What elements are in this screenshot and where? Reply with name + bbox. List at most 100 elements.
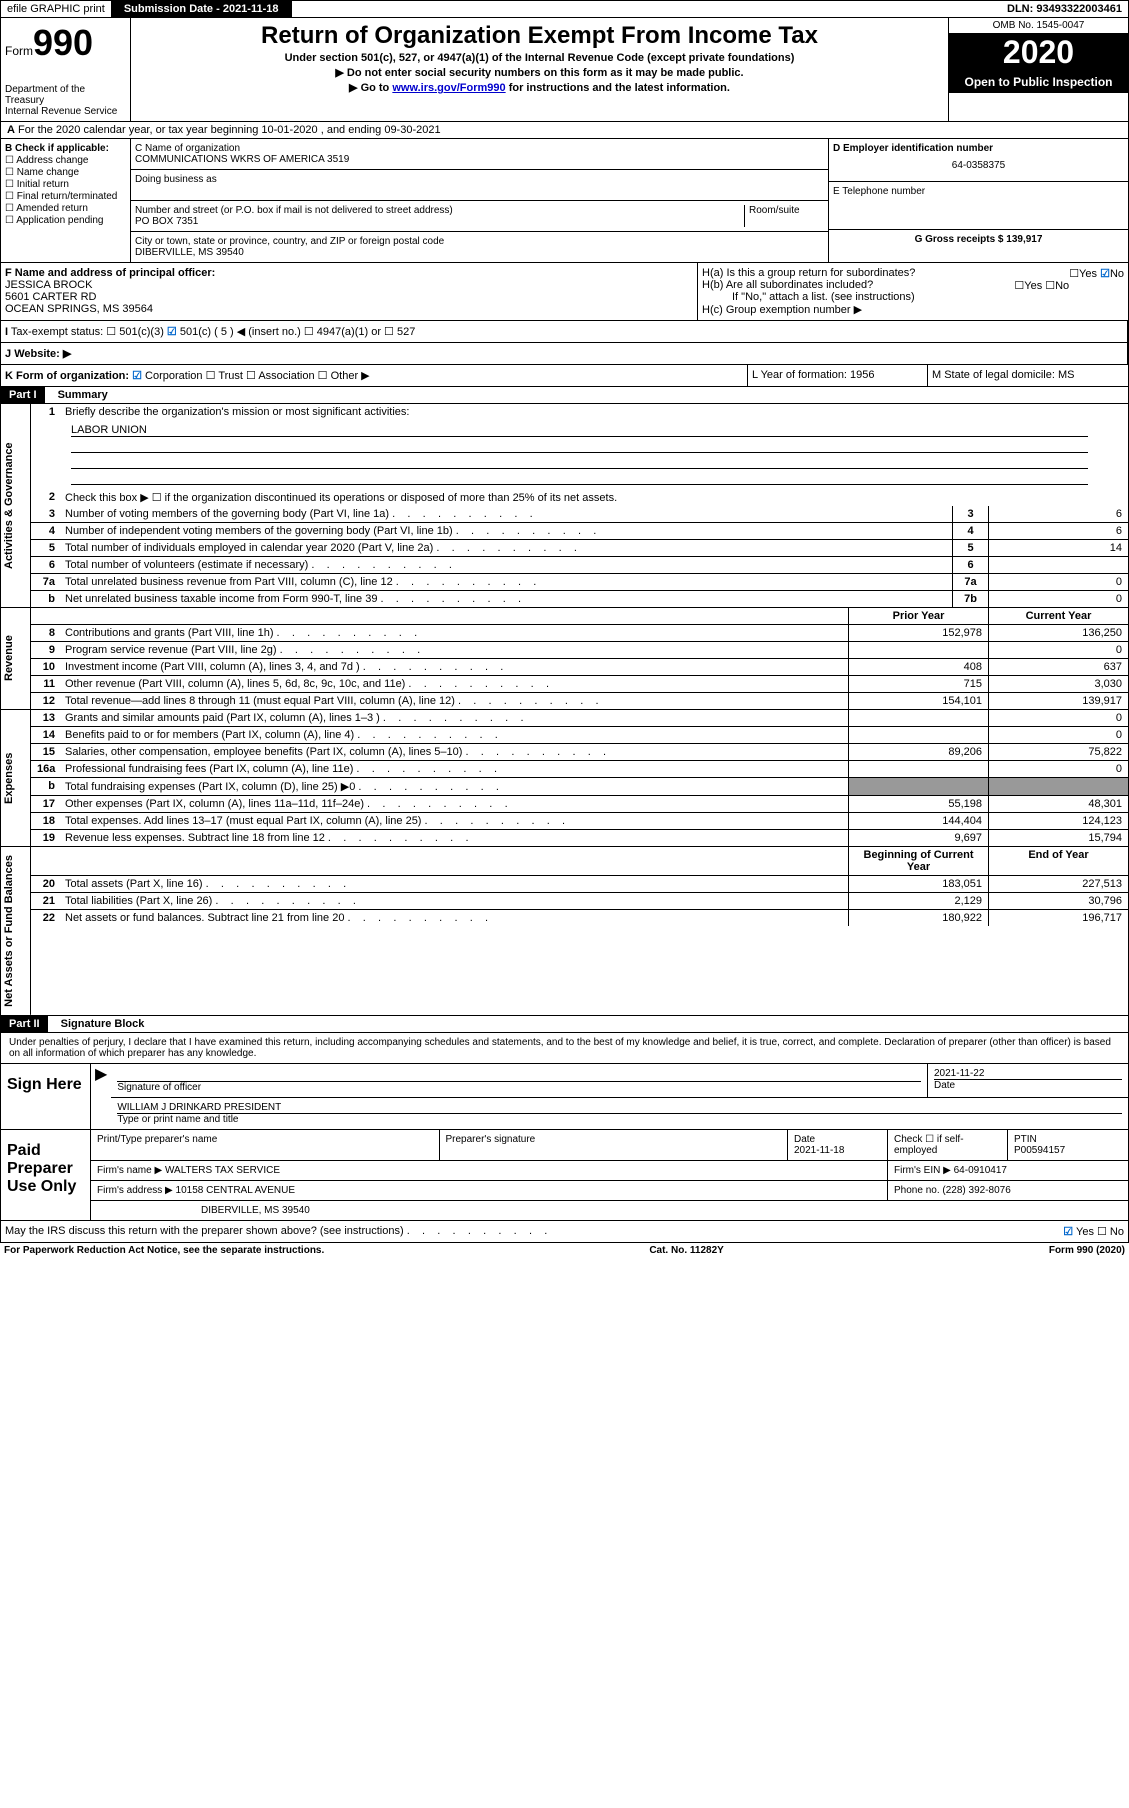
summary-line: 13Grants and similar amounts paid (Part …	[31, 710, 1128, 727]
summary-line: 14Benefits paid to or for members (Part …	[31, 727, 1128, 744]
initial-return-checkbox[interactable]: ☐ Initial return	[5, 179, 126, 190]
discuss-row: May the IRS discuss this return with the…	[0, 1221, 1129, 1243]
tax-status-label: Tax-exempt status:	[11, 326, 103, 338]
summary-line: 3Number of voting members of the governi…	[31, 506, 1128, 523]
year-formation: L Year of formation: 1956	[748, 365, 928, 386]
amended-return-checkbox[interactable]: ☐ Amended return	[5, 203, 126, 214]
sig-officer-label: Signature of officer	[117, 1082, 921, 1093]
application-pending-checkbox[interactable]: ☐ Application pending	[5, 215, 126, 226]
hb-question: H(b) Are all subordinates included? ☐Yes…	[702, 279, 1124, 291]
pra-notice: For Paperwork Reduction Act Notice, see …	[4, 1245, 324, 1256]
summary-line: 7aTotal unrelated business revenue from …	[31, 574, 1128, 591]
end-year-header: End of Year	[988, 847, 1128, 875]
mission-label: Briefly describe the organization's miss…	[61, 404, 1128, 420]
hc-question: H(c) Group exemption number ▶	[702, 303, 1124, 316]
state-domicile: M State of legal domicile: MS	[928, 365, 1128, 386]
dept-label: Department of the Treasury Internal Reve…	[5, 84, 126, 117]
phone-label: E Telephone number	[833, 186, 1124, 197]
org-name-label: C Name of organization	[135, 143, 824, 154]
open-inspection: Open to Public Inspection	[949, 71, 1128, 93]
summary-line: 9Program service revenue (Part VIII, lin…	[31, 642, 1128, 659]
penalties-text: Under penalties of perjury, I declare th…	[0, 1033, 1129, 1064]
summary-line: 18Total expenses. Add lines 13–17 (must …	[31, 813, 1128, 830]
room-suite-label: Room/suite	[744, 205, 824, 227]
officer-print-name: WILLIAM J DRINKARD PRESIDENT	[117, 1102, 1122, 1114]
street-address: PO BOX 7351	[135, 216, 744, 227]
check-applicable-label: B Check if applicable:	[5, 143, 126, 154]
part-2-header: Part II	[1, 1016, 48, 1032]
firm-name: WALTERS TAX SERVICE	[165, 1165, 280, 1176]
officer-h-row: F Name and address of principal officer:…	[0, 263, 1129, 321]
summary-line: 19Revenue less expenses. Subtract line 1…	[31, 830, 1128, 846]
summary-line: 21Total liabilities (Part X, line 26)2,1…	[31, 893, 1128, 910]
firm-ein: 64-0910417	[954, 1165, 1007, 1176]
mission-text: LABOR UNION	[71, 424, 1088, 437]
form-number: Form990	[5, 22, 126, 64]
officer-label: F Name and address of principal officer:	[5, 267, 693, 279]
part-1-title: Summary	[48, 389, 108, 401]
instructions-link[interactable]: www.irs.gov/Form990	[392, 82, 505, 94]
omb-number: OMB No. 1545-0047	[949, 18, 1128, 34]
part-2-title: Signature Block	[51, 1018, 145, 1030]
summary-line: 20Total assets (Part X, line 16)183,0512…	[31, 876, 1128, 893]
summary-governance: Activities & Governance 1 Briefly descri…	[0, 404, 1129, 608]
entity-info-grid: B Check if applicable: ☐ Address change …	[0, 139, 1129, 263]
subtitle-3: ▶ Go to www.irs.gov/Form990 for instruct…	[135, 81, 944, 94]
subtitle-2: ▶ Do not enter social security numbers o…	[135, 66, 944, 79]
summary-line: 22Net assets or fund balances. Subtract …	[31, 910, 1128, 926]
form-version: Form 990 (2020)	[1049, 1245, 1125, 1256]
efile-label[interactable]: efile GRAPHIC print	[1, 1, 112, 17]
street-label: Number and street (or P.O. box if mail i…	[135, 205, 744, 216]
self-employed-check[interactable]: Check ☐ if self-employed	[888, 1130, 1008, 1160]
summary-expenses: Expenses 13Grants and similar amounts pa…	[0, 710, 1129, 847]
summary-line: 15Salaries, other compensation, employee…	[31, 744, 1128, 761]
summary-line: 16aProfessional fundraising fees (Part I…	[31, 761, 1128, 778]
summary-line: bNet unrelated business taxable income f…	[31, 591, 1128, 607]
summary-line: 17Other expenses (Part IX, column (A), l…	[31, 796, 1128, 813]
summary-line: 5Total number of individuals employed in…	[31, 540, 1128, 557]
summary-net-assets: Net Assets or Fund Balances Beginning of…	[0, 847, 1129, 1016]
website-row: J Website: ▶	[0, 343, 1129, 365]
address-change-checkbox[interactable]: ☐ Address change	[5, 155, 126, 166]
summary-revenue: Revenue Prior Year Current Year 8Contrib…	[0, 608, 1129, 710]
summary-line: bTotal fundraising expenses (Part IX, co…	[31, 778, 1128, 796]
ha-question: H(a) Is this a group return for subordin…	[702, 267, 1124, 279]
revenue-tab: Revenue	[1, 608, 31, 709]
ein-label: D Employer identification number	[833, 143, 1124, 154]
paid-preparer-label: Paid Preparer Use Only	[1, 1130, 91, 1220]
tax-status-row: I Tax-exempt status: ☐ 501(c)(3) ☑ 501(c…	[0, 321, 1129, 343]
form-title: Return of Organization Exempt From Incom…	[135, 22, 944, 50]
tax-year-range: A For the 2020 calendar year, or tax yea…	[0, 122, 1129, 139]
firm-addr2: DIBERVILLE, MS 39540	[91, 1201, 1128, 1220]
type-name-label: Type or print name and title	[117, 1114, 1122, 1125]
final-return-checkbox[interactable]: ☐ Final return/terminated	[5, 191, 126, 202]
website-label: Website: ▶	[14, 348, 71, 360]
name-change-checkbox[interactable]: ☐ Name change	[5, 167, 126, 178]
page-footer: For Paperwork Reduction Act Notice, see …	[0, 1243, 1129, 1258]
submission-date-button[interactable]: Submission Date - 2021-11-18	[112, 1, 292, 17]
city-state-zip: DIBERVILLE, MS 39540	[135, 247, 824, 258]
summary-line: 12Total revenue—add lines 8 through 11 (…	[31, 693, 1128, 709]
paid-preparer-block: Paid Preparer Use Only Print/Type prepar…	[0, 1130, 1129, 1221]
prep-date: 2021-11-18	[794, 1145, 844, 1156]
summary-line: 6Total number of volunteers (estimate if…	[31, 557, 1128, 574]
dln-label: DLN: 93493322003461	[1001, 1, 1128, 17]
officer-addr2: OCEAN SPRINGS, MS 39564	[5, 303, 693, 315]
ptin-value: P00594157	[1014, 1145, 1065, 1156]
summary-line: 4Number of independent voting members of…	[31, 523, 1128, 540]
firm-phone: (228) 392-8076	[942, 1185, 1010, 1196]
hb-note: If "No," attach a list. (see instruction…	[702, 291, 1124, 303]
arrow-icon: ▶	[91, 1064, 111, 1129]
k-l-m-row: K Form of organization: ☑ Corporation ☐ …	[0, 365, 1129, 387]
officer-addr1: 5601 CARTER RD	[5, 291, 693, 303]
governance-tab: Activities & Governance	[1, 404, 31, 607]
summary-line: 10Investment income (Part VIII, column (…	[31, 659, 1128, 676]
current-year-header: Current Year	[988, 608, 1128, 624]
firm-addr1: 10158 CENTRAL AVENUE	[176, 1185, 296, 1196]
cat-number: Cat. No. 11282Y	[649, 1245, 723, 1256]
discuss-question: May the IRS discuss this return with the…	[5, 1225, 1063, 1238]
ein-value: 64-0358375	[833, 154, 1124, 177]
beginning-year-header: Beginning of Current Year	[848, 847, 988, 875]
tax-year: 2020	[949, 34, 1128, 71]
officer-name: JESSICA BROCK	[5, 279, 693, 291]
